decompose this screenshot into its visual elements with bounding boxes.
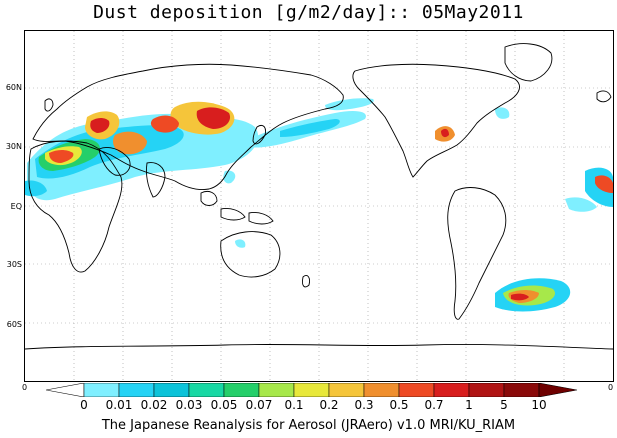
colorbar (46, 383, 578, 397)
colorbar-cell (398, 383, 435, 397)
colorbar-label: 0 (80, 398, 88, 412)
dust-deposition-field (25, 98, 613, 312)
colorbar-label: 1 (465, 398, 473, 412)
colorbar-cell (328, 383, 365, 397)
map-panel (24, 30, 614, 382)
colorbar-cell (433, 383, 470, 397)
colorbar-cell (503, 383, 540, 397)
lat-label-30n: 30N (5, 142, 22, 151)
colorbar-label: 10 (531, 398, 547, 412)
lon-tick-right: 0 (608, 383, 614, 392)
colorbar-underflow-triangle (46, 383, 85, 397)
colorbar-label: 0.2 (319, 398, 339, 412)
colorbar-cell (118, 383, 155, 397)
map-gridlines (25, 31, 613, 381)
colorbar-cell (153, 383, 190, 397)
colorbar-cell (188, 383, 225, 397)
world-map (25, 31, 613, 381)
lat-label-60s: 60S (6, 320, 22, 329)
colorbar-label: 0.7 (424, 398, 444, 412)
colorbar-label: 5 (500, 398, 508, 412)
colorbar-overflow-triangle (538, 383, 578, 397)
colorbar-label: 0.5 (389, 398, 409, 412)
colorbar-cell (258, 383, 295, 397)
map-title: Dust deposition [g/m2/day]:: 05May2011 (93, 2, 524, 23)
colorbar-label: 0.03 (175, 398, 203, 412)
lat-label-60n: 60N (5, 83, 22, 92)
lat-label-30s: 30S (6, 260, 22, 269)
footer-credit: The Japanese Reanalysis for Aerosol (JRA… (101, 418, 516, 433)
colorbar-cell (468, 383, 505, 397)
colorbar-label: 0.05 (210, 398, 238, 412)
colorbar-cell (293, 383, 330, 397)
colorbar-label: 0.02 (140, 398, 168, 412)
colorbar-label: 0.07 (245, 398, 273, 412)
colorbar-cell (363, 383, 400, 397)
colorbar-label: 0.1 (284, 398, 304, 412)
colorbar-cell (223, 383, 260, 397)
colorbar-label: 0.3 (354, 398, 374, 412)
lon-tick-left: 0 (22, 383, 28, 392)
lat-label-eq: EQ (10, 202, 22, 211)
colorbar-cell (83, 383, 120, 397)
colorbar-label: 0.01 (105, 398, 133, 412)
coastlines (25, 43, 613, 350)
